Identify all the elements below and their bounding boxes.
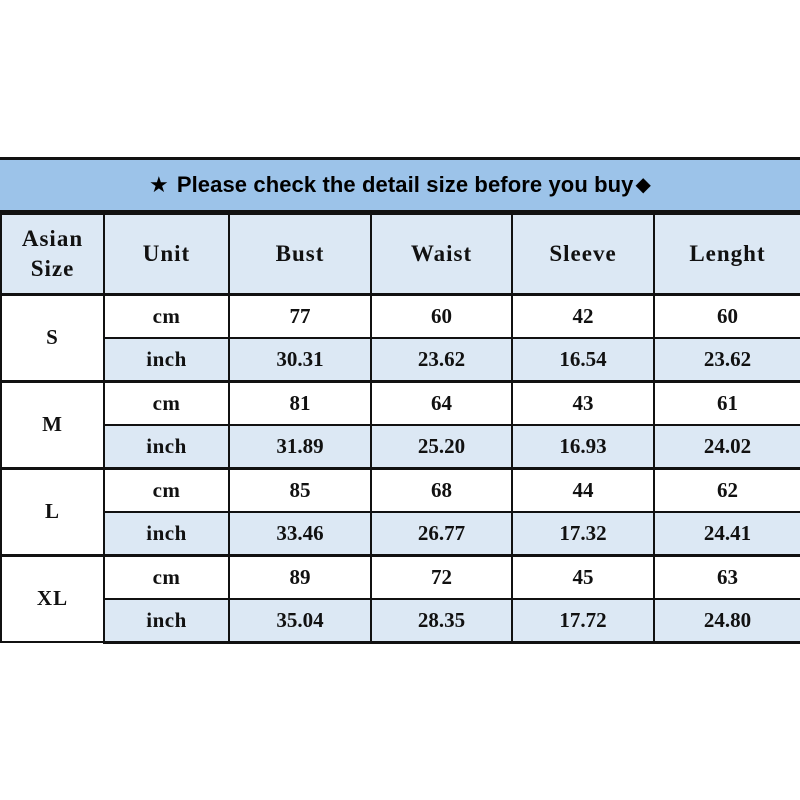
unit-label-cm: cm [103,379,230,426]
unit-label-inch: inch [103,510,230,556]
cell-length-cm: 62 [653,466,800,513]
table-row: inch 31.89 25.20 16.93 24.02 [1,423,800,469]
table-header-row: Asian Size Unit Bust Waist Sleeve Lenght [0,212,800,295]
cell-sleeve-cm: 42 [511,292,655,339]
banner-text: Please check the detail size before you … [176,171,634,197]
column-header-sleeve: Sleeve [511,212,655,295]
cell-waist-inch: 26.77 [370,510,513,556]
diamond-icon: ◆ [635,173,651,196]
star-icon: ★ [148,171,169,197]
cell-length-cm: 61 [653,379,800,426]
size-chart-banner: ★ Please check the detail size before yo… [0,156,800,213]
unit-label-cm: cm [103,466,230,513]
unit-label-inch: inch [103,597,230,644]
column-header-asian-size: Asian Size [0,212,105,295]
cell-length-inch: 24.80 [653,597,800,644]
table-row: XL cm 89 72 45 63 [0,553,800,643]
column-header-waist: Waist [370,212,513,295]
cell-bust-cm: 77 [228,292,372,339]
cell-length-inch: 24.02 [653,423,800,469]
cell-length-cm: 60 [653,292,800,339]
cell-sleeve-inch: 16.93 [511,423,655,469]
cell-waist-cm: 60 [370,292,513,339]
cell-bust-cm: 89 [228,553,372,600]
cell-bust-inch: 35.04 [228,597,372,644]
column-header-unit: Unit [103,212,230,295]
table-row: inch 33.46 26.77 17.32 24.41 [1,510,800,556]
cell-waist-inch: 28.35 [370,597,513,644]
cell-waist-cm: 72 [370,553,513,600]
column-header-length: Lenght [653,212,800,295]
unit-label-inch: inch [103,336,230,382]
cell-sleeve-inch: 17.32 [511,510,655,556]
table-row: inch 30.31 23.62 16.54 23.62 [1,336,800,382]
unit-label-cm: cm [103,292,230,339]
size-label-s: S [0,292,105,382]
size-label-m: M [0,379,105,469]
cell-sleeve-cm: 43 [511,379,655,426]
column-header-bust: Bust [228,212,372,295]
cell-waist-cm: 64 [370,379,513,426]
cell-length-cm: 63 [653,553,800,600]
cell-bust-inch: 30.31 [228,336,372,382]
cell-bust-cm: 85 [228,466,372,513]
size-label-l: L [0,466,105,556]
cell-bust-inch: 31.89 [228,423,372,469]
cell-waist-inch: 25.20 [370,423,513,469]
unit-label-cm: cm [103,553,230,600]
cell-length-inch: 24.41 [653,510,800,556]
table-row: inch 35.04 28.35 17.72 24.80 [1,597,800,644]
cell-waist-inch: 23.62 [370,336,513,382]
cell-bust-inch: 33.46 [228,510,372,556]
cell-sleeve-inch: 16.54 [511,336,655,382]
size-label-xl: XL [0,553,105,643]
size-measurements-table: Asian Size Unit Bust Waist Sleeve Lenght… [0,212,800,644]
cell-waist-cm: 68 [370,466,513,513]
cell-sleeve-inch: 17.72 [511,597,655,644]
size-chart: ★ Please check the detail size before yo… [0,156,800,644]
unit-label-inch: inch [103,423,230,469]
asian-size-line1: Asian [21,226,84,252]
asian-size-line2: Size [30,255,75,281]
cell-bust-cm: 81 [228,379,372,426]
cell-sleeve-cm: 45 [511,553,655,600]
cell-sleeve-cm: 44 [511,466,655,513]
cell-length-inch: 23.62 [653,336,800,382]
